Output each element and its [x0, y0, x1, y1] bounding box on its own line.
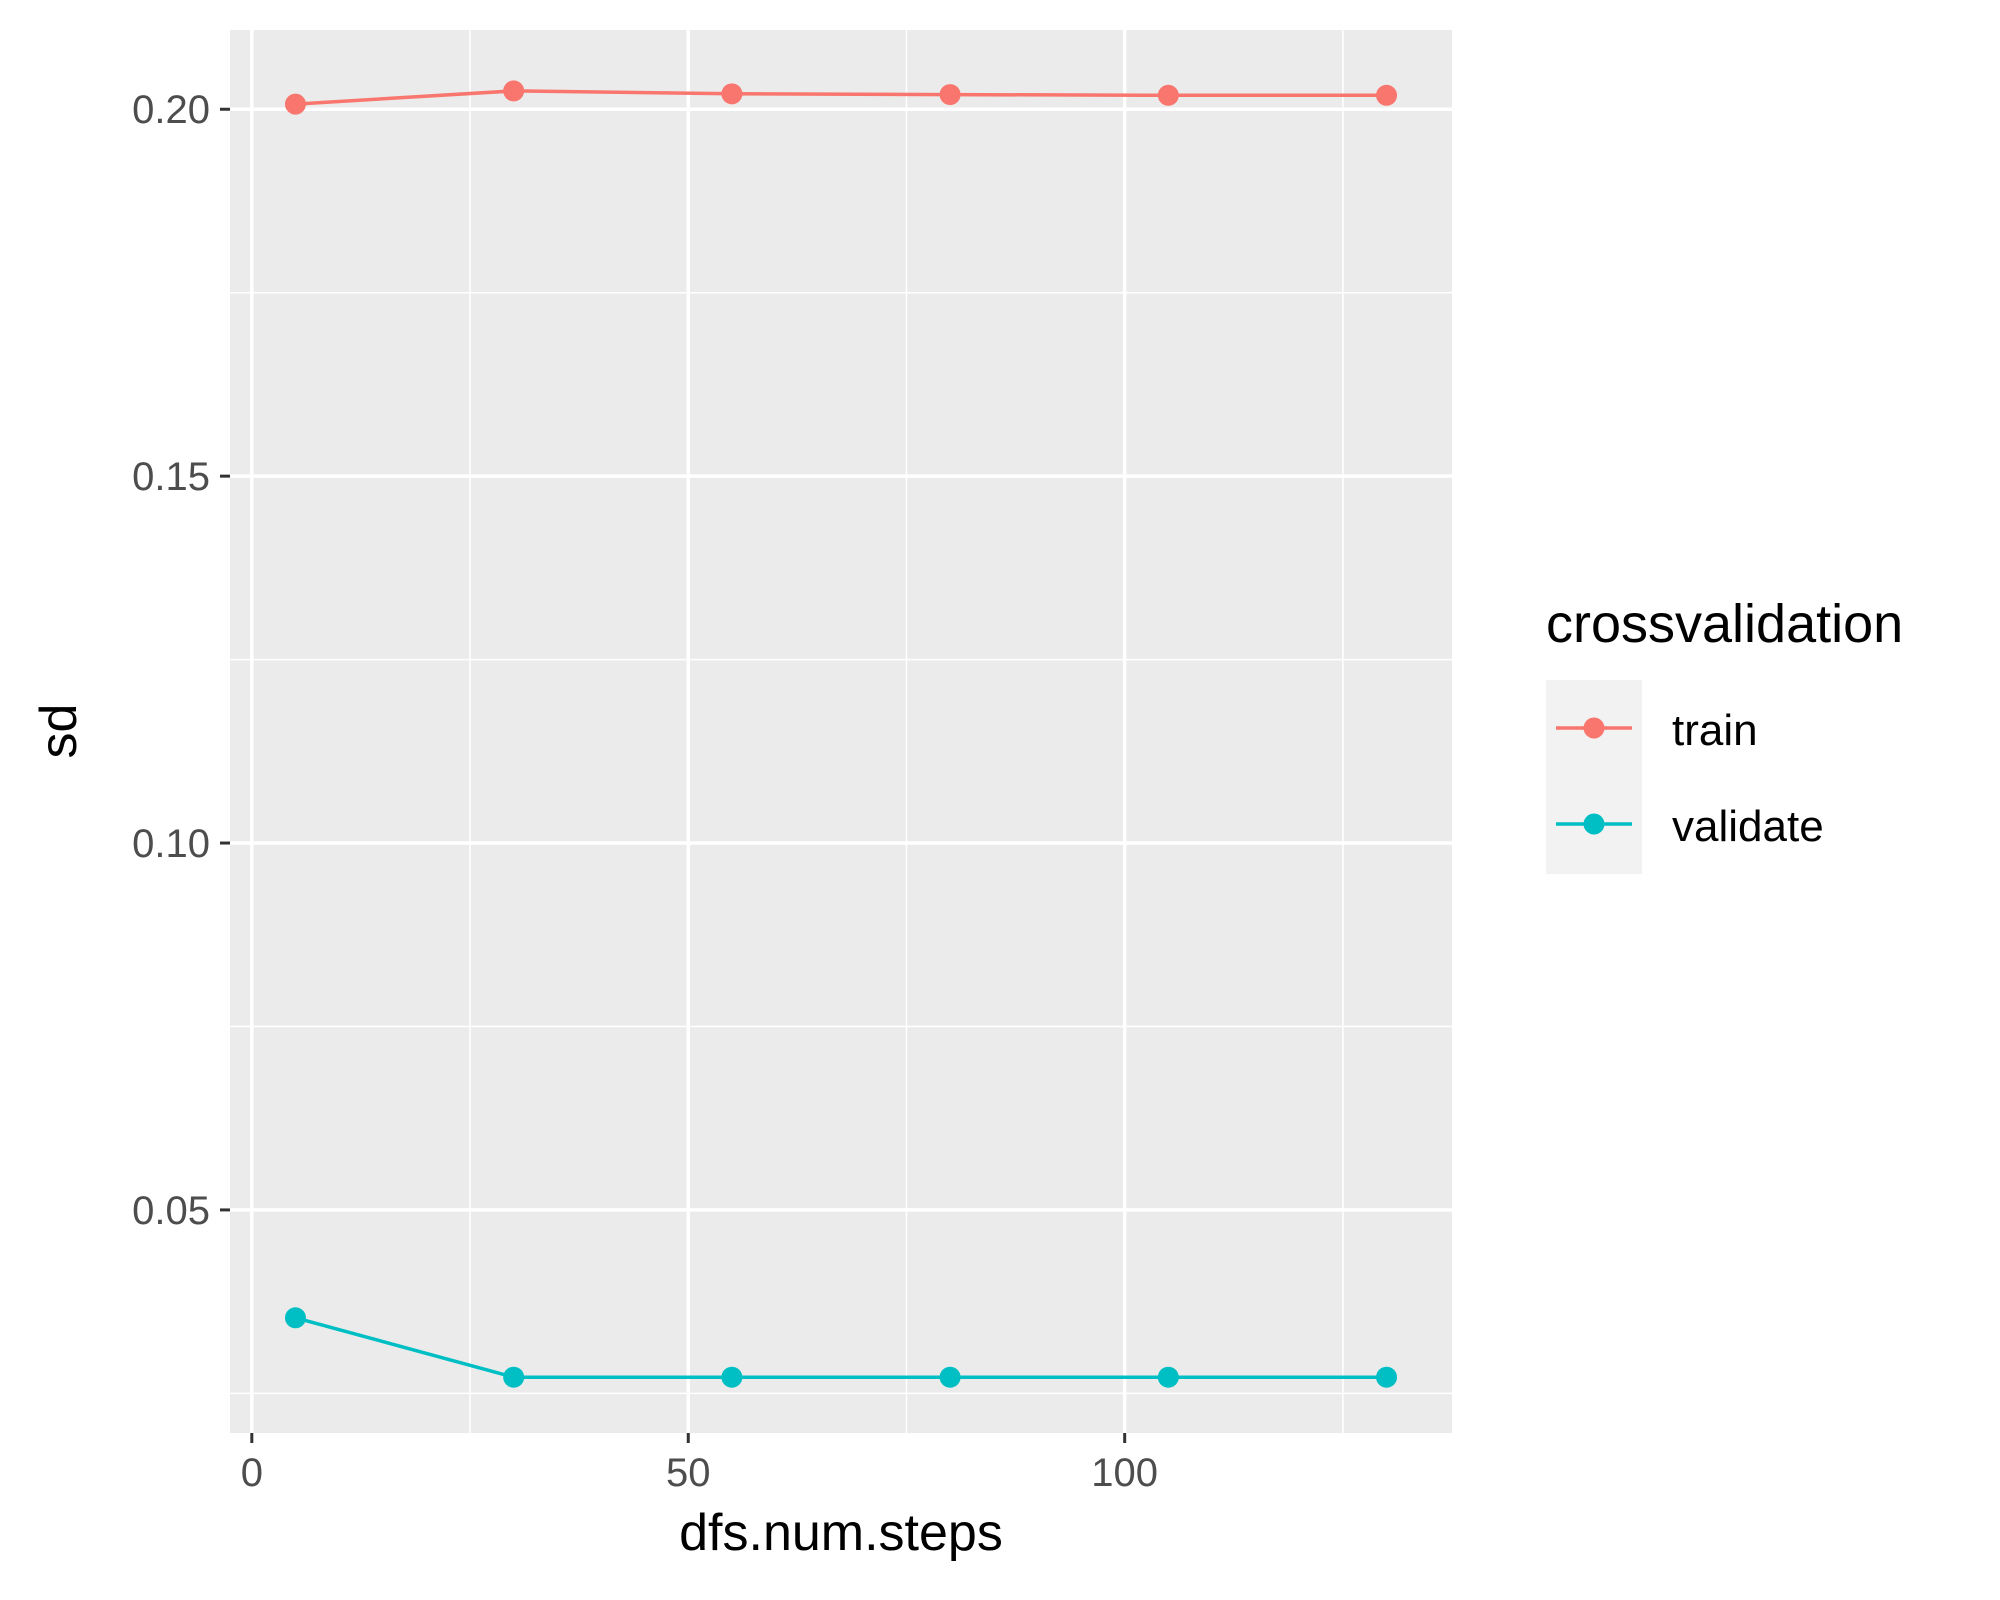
y-tick-label: 0.15 — [132, 455, 210, 499]
plot-panel — [230, 30, 1452, 1433]
data-point-validate — [721, 1366, 743, 1388]
x-axis-title: dfs.num.steps — [679, 1504, 1003, 1562]
major-grid — [230, 30, 1452, 1433]
data-point-validate — [284, 1307, 306, 1329]
x-tick-label: 0 — [241, 1451, 263, 1495]
data-point-train — [939, 84, 961, 106]
data-point-train — [1157, 84, 1179, 106]
legend-key-point-validate — [1583, 813, 1605, 835]
x-axis: 0 50 100 — [241, 1433, 1158, 1495]
y-tick-label: 0.20 — [132, 88, 210, 132]
data-point-validate — [503, 1366, 525, 1388]
x-tick-label: 50 — [666, 1451, 711, 1495]
data-point-validate — [939, 1366, 961, 1388]
legend-label-validate: validate — [1672, 802, 1824, 851]
data-point-train — [284, 93, 306, 115]
y-tick-label: 0.05 — [132, 1189, 210, 1233]
legend-key-point-train — [1583, 717, 1605, 739]
series-line-train — [295, 89, 1387, 106]
legend-key-background — [1546, 680, 1642, 874]
series-lines — [295, 89, 1387, 1379]
legend-label-train: train — [1672, 706, 1758, 755]
legend: crossvalidation train validate — [1546, 594, 1903, 874]
x-tick-label: 100 — [1091, 1451, 1158, 1495]
data-point-train — [1376, 84, 1398, 106]
y-tick-label: 0.10 — [132, 822, 210, 866]
y-axis: 0.05 0.10 0.15 0.20 — [132, 88, 230, 1233]
data-point-validate — [1376, 1366, 1398, 1388]
data-point-train — [503, 80, 525, 102]
series-points — [284, 80, 1398, 1388]
data-point-train — [721, 83, 743, 105]
legend-keys — [1556, 717, 1632, 835]
legend-title: crossvalidation — [1546, 594, 1903, 654]
minor-grid — [230, 30, 1452, 1433]
series-line-validate — [295, 1316, 1387, 1379]
data-point-validate — [1157, 1366, 1179, 1388]
y-axis-title: sd — [30, 704, 88, 759]
